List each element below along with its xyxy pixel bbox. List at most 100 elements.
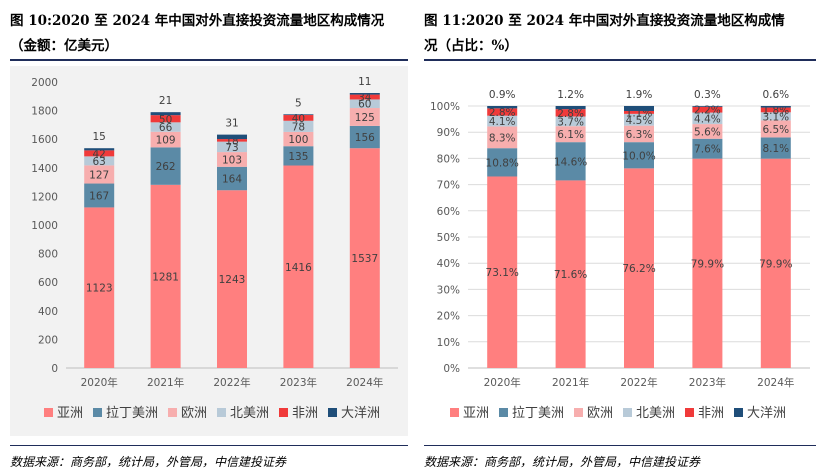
y-tick-label: 1200 (31, 191, 58, 203)
data-label: 2.8% (557, 108, 584, 120)
data-label: 164 (222, 174, 242, 186)
legend-label: 北美洲 (636, 406, 675, 421)
bar-segment-s0-0 (84, 207, 115, 368)
legend-swatch (623, 408, 632, 417)
x-tick-label: 2023年 (280, 376, 317, 389)
data-label: 79.9% (691, 258, 724, 270)
bar-segment-s2-2 (624, 125, 654, 143)
left-figure: 图 10:2020 至 2024 年中国对外直接投资流量地区构成情况 （金额：亿… (10, 13, 408, 469)
legend-label: 大洋洲 (747, 406, 786, 421)
y-tick-label: 400 (38, 306, 58, 318)
data-label: 10.0% (622, 150, 655, 162)
data-label: 11 (358, 76, 371, 88)
bar-segment-s1-1 (150, 147, 181, 185)
legend-label: 非洲 (292, 406, 318, 421)
data-label: 156 (355, 132, 375, 144)
data-label: 21 (159, 95, 172, 107)
bar-segment-s5-2 (217, 134, 247, 140)
bar-segment-s3-4 (349, 99, 380, 109)
bar-segment-s0-3 (692, 158, 723, 368)
y-tick-label: 0% (443, 363, 460, 375)
y-tick-label: 50% (437, 232, 460, 244)
bar-segment-s4-0 (487, 108, 518, 116)
y-tick-label: 1000 (31, 220, 58, 232)
bar-segment-s2-1 (555, 126, 586, 143)
legend-swatch (499, 408, 508, 417)
bar-segment-s5-0 (487, 106, 518, 109)
data-label: 4.4% (694, 113, 721, 125)
legend-swatch (279, 408, 288, 417)
data-label: 7.6% (694, 144, 721, 156)
bar-segment-s5-4 (349, 93, 380, 95)
y-tick-label: 80% (437, 153, 460, 165)
bar-segment-s5-3 (283, 114, 314, 116)
data-label: 125 (355, 112, 375, 124)
legend-swatch (168, 408, 177, 417)
x-tick-label: 2021年 (147, 376, 184, 389)
data-label: 109 (156, 135, 176, 147)
data-label: 6.1% (557, 129, 584, 141)
bar-segment-s4-3 (692, 106, 723, 113)
bar-segment-s2-4 (349, 108, 380, 126)
data-label: 167 (89, 190, 109, 202)
bar-segment-s5-3 (692, 106, 723, 107)
bar-segment-s5-2 (624, 106, 654, 111)
bar-segment-s3-0 (487, 115, 518, 127)
data-label: 0.3% (694, 89, 721, 101)
legend-label: 亚洲 (57, 406, 83, 421)
data-label: 60 (358, 99, 371, 111)
data-label: 1281 (152, 271, 179, 283)
bar-segment-s4-4 (349, 94, 380, 100)
bar-segment-s1-2 (624, 142, 654, 169)
legend-label: 拉丁美洲 (106, 406, 158, 421)
legend-label: 欧洲 (181, 406, 207, 421)
y-tick-label: 100% (430, 101, 460, 113)
y-tick-label: 0 (51, 363, 58, 375)
bar-segment-s0-4 (349, 148, 380, 368)
bar-segment-s2-1 (150, 131, 181, 148)
bar-segment-s0-1 (555, 180, 586, 368)
data-label: 10.8% (486, 157, 519, 169)
bar-segment-s1-3 (283, 146, 314, 166)
legend-label: 北美洲 (230, 406, 269, 421)
right-title-line2: 况（占比：%） (424, 38, 518, 54)
data-label: 31 (225, 118, 238, 130)
data-label: 262 (156, 161, 176, 173)
bar-segment-s3-3 (283, 120, 314, 132)
bar-segment-s5-1 (555, 106, 586, 110)
left-chart-area: 0 200 400 600 800 1000 1200 1400 1600 1800 2000 112… (10, 66, 408, 436)
data-label: 1243 (219, 274, 246, 286)
right-figure: 图 11:2020 至 2024 年中国对外直接投资流量地区构成情 况（占比：%… (420, 0, 816, 475)
data-label: 34 (358, 92, 372, 104)
bar-segment-s0-2 (217, 190, 247, 368)
bar-segment-s5-4 (760, 106, 791, 108)
data-label: 1537 (351, 253, 378, 265)
data-label: 8.3% (489, 132, 516, 144)
bar-segment-s0-1 (150, 184, 181, 368)
data-label: 1.8% (762, 105, 789, 117)
bar-segment-s3-1 (150, 122, 181, 132)
y-tick-label: 1600 (31, 134, 58, 146)
y-tick-label: 10% (437, 337, 460, 349)
legend-swatch (450, 408, 459, 417)
bar-segment-s3-2 (217, 141, 247, 153)
left-title-line1: 图 10:2020 至 2024 年中国对外直接投资流量地区构成情况 (10, 13, 385, 29)
legend-swatch (44, 408, 53, 417)
data-label: 66 (159, 122, 173, 134)
bar-segment-s3-1 (555, 116, 586, 127)
data-label: 1.9% (626, 89, 653, 101)
data-label: 5.6% (694, 126, 721, 138)
data-label: 1123 (86, 283, 113, 295)
x-tick-label: 2021年 (552, 376, 589, 389)
legend-swatch (93, 408, 102, 417)
data-label: 5 (295, 97, 302, 109)
left-title-rule (10, 59, 408, 61)
legend-swatch (734, 408, 743, 417)
data-label: 71.6% (554, 269, 587, 281)
legend-swatch (328, 408, 337, 417)
bar-segment-s0-2 (624, 168, 654, 368)
y-tick-label: 70% (437, 180, 460, 192)
x-tick-label: 2022年 (620, 376, 657, 389)
left-title-line2: （金额：亿美元） (10, 38, 118, 54)
bar-segment-s2-3 (283, 131, 314, 147)
